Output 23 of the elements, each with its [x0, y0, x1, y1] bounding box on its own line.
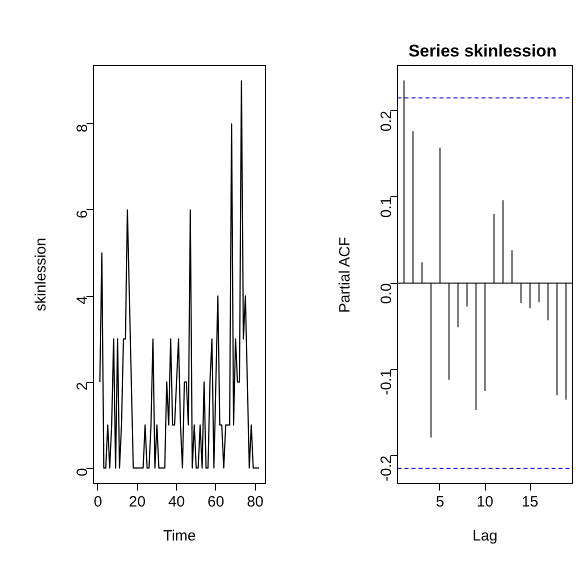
y-tick-label: 0.2 — [378, 110, 395, 132]
chart-title: Series skinlession — [408, 42, 557, 60]
x-axis-title: Lag — [472, 528, 498, 544]
x-tick-label: 20 — [128, 494, 146, 510]
x-tick-label: 60 — [208, 494, 224, 510]
y-tick-label: 0.1 — [378, 196, 395, 218]
y-tick-label: -0.1 — [378, 369, 395, 396]
x-tick-label: 15 — [522, 494, 538, 510]
y-axis-title: Partial ACF — [336, 236, 354, 313]
y-tick-label: 2 — [74, 382, 91, 390]
x-axis-title: Time — [163, 528, 196, 544]
x-tick-label: 5 — [436, 494, 444, 510]
y-tick-label: 0 — [74, 468, 91, 476]
x-tick-label: 40 — [168, 494, 185, 510]
y-tick-label: 4 — [74, 296, 91, 304]
y-tick-label: 0.0 — [378, 283, 395, 304]
y-tick-label: 6 — [74, 210, 91, 218]
x-tick-label: 0 — [94, 494, 102, 510]
y-tick-label: -0.2 — [378, 455, 395, 482]
x-tick-label: 10 — [476, 494, 494, 510]
x-tick-label: 80 — [246, 494, 264, 510]
y-tick-label: 8 — [74, 124, 91, 132]
y-axis-title: skinlession — [32, 238, 50, 312]
